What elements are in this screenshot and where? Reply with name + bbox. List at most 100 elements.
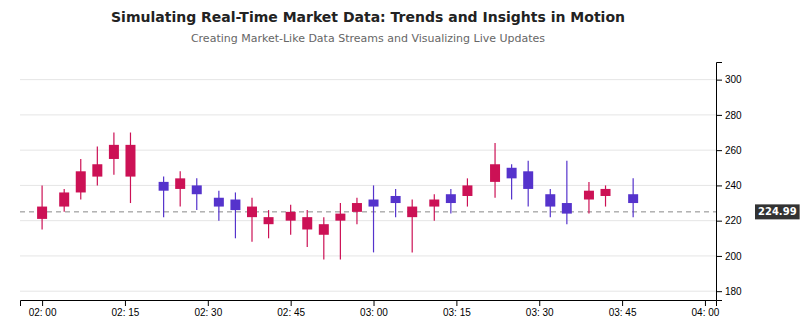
- price-line: [20, 211, 716, 212]
- candle: [175, 171, 185, 206]
- x-tick: 02: 30: [194, 300, 222, 318]
- tick-label: 300: [725, 74, 742, 85]
- x-axis: 02: 00 02: 15 02: 30 02: 45 03: 00 03: 15 03: …: [21, 300, 720, 318]
- tick-label: 220: [725, 215, 742, 226]
- price-label-box: [755, 204, 800, 219]
- candle: [302, 210, 312, 247]
- candle: [352, 198, 362, 224]
- tick-label: 260: [725, 145, 742, 156]
- tick-label: 200: [725, 251, 742, 262]
- candle-body: [76, 171, 86, 192]
- candle-wick: [395, 189, 396, 217]
- candle: [628, 178, 638, 217]
- plot: 02: 00 02: 15 02: 30 02: 45 03: 00 03: 15 03: …: [20, 63, 800, 319]
- candle-body: [407, 207, 417, 218]
- tick-mark: [42, 300, 43, 306]
- candle-body: [490, 164, 500, 182]
- candle-body: [584, 191, 594, 200]
- y-tick: 280: [716, 110, 742, 121]
- candle-wick: [566, 161, 567, 224]
- x-tick: 02: 00: [29, 300, 57, 318]
- tick-label: 02: 00: [29, 307, 57, 318]
- x-tick: 03: 45: [609, 300, 637, 318]
- candle: [286, 205, 296, 235]
- candle: [601, 185, 611, 206]
- tick-label: 03: 30: [526, 307, 554, 318]
- tick-mark: [622, 300, 623, 306]
- subtitle: Creating Market-Like Data Streams and Vi…: [191, 32, 545, 45]
- grid-line: [20, 114, 716, 115]
- candle-body: [92, 164, 102, 176]
- candle-body: [302, 217, 312, 229]
- title: Simulating Real-Time Market Data: Trends…: [111, 9, 625, 25]
- candle: [92, 147, 102, 186]
- candle: [462, 178, 472, 206]
- candle: [192, 178, 202, 210]
- grid-line: [20, 255, 716, 256]
- tick-label: 180: [725, 286, 742, 297]
- tick-mark: [374, 300, 375, 306]
- price-label: 224.99: [755, 204, 800, 219]
- candle-body: [562, 203, 572, 214]
- tick-mark: [208, 300, 209, 306]
- tick-mark: [716, 150, 722, 151]
- candle-body: [462, 185, 472, 196]
- candle: [490, 143, 500, 198]
- tick-label: 03: 45: [609, 307, 637, 318]
- candle: [125, 133, 135, 204]
- candle-body: [230, 200, 240, 211]
- y-tick: 260: [716, 145, 742, 156]
- candle: [545, 189, 555, 217]
- x-tick: 02: 15: [112, 300, 140, 318]
- tick-label: 03: 15: [443, 307, 471, 318]
- candle: [562, 161, 572, 224]
- candle-body: [507, 168, 517, 179]
- tick-mark: [716, 256, 722, 257]
- candle: [109, 133, 119, 175]
- candle: [523, 161, 533, 207]
- candle-body: [429, 200, 439, 207]
- tick-mark: [125, 300, 126, 306]
- tick-label: 280: [725, 110, 742, 121]
- candle-body: [319, 224, 329, 235]
- candle-body: [264, 217, 274, 224]
- grid-line: [20, 220, 716, 221]
- candle: [407, 200, 417, 253]
- y-tick: 300: [716, 74, 742, 85]
- candle: [369, 185, 379, 252]
- candle-wick: [340, 203, 341, 259]
- grid-line: [20, 79, 716, 80]
- y-axis: 180200220240260280300: [716, 63, 742, 301]
- axis-domain: [21, 301, 717, 307]
- candle: [584, 182, 594, 214]
- tick-label: 02: 45: [277, 307, 305, 318]
- y-tick: 220: [716, 215, 742, 226]
- tick-label: 04: 00: [692, 307, 720, 318]
- tick-label: 02: 15: [112, 307, 140, 318]
- tick-mark: [716, 115, 722, 116]
- grid: [20, 80, 716, 292]
- candle-body: [37, 207, 47, 219]
- tick-mark: [539, 300, 540, 306]
- candle: [264, 210, 274, 238]
- candle-body: [214, 198, 224, 207]
- tick-mark: [716, 185, 722, 186]
- candle-body: [125, 145, 135, 177]
- candle-body: [369, 200, 379, 207]
- candle-body: [247, 207, 257, 218]
- candle-body: [192, 185, 202, 194]
- candle: [59, 189, 69, 212]
- y-tick: 180: [716, 286, 742, 297]
- candle-wick: [434, 194, 435, 220]
- candle-body: [335, 214, 345, 221]
- candle: [335, 203, 345, 259]
- candle-wick: [373, 185, 374, 252]
- candle-body: [545, 194, 555, 206]
- tick-mark: [716, 221, 722, 222]
- candle-body: [523, 171, 533, 189]
- x-tick: 03: 00: [360, 300, 388, 318]
- tick-mark: [716, 291, 722, 292]
- grid-line: [20, 150, 716, 151]
- candle: [159, 177, 169, 218]
- tick-label: 02: 30: [194, 307, 222, 318]
